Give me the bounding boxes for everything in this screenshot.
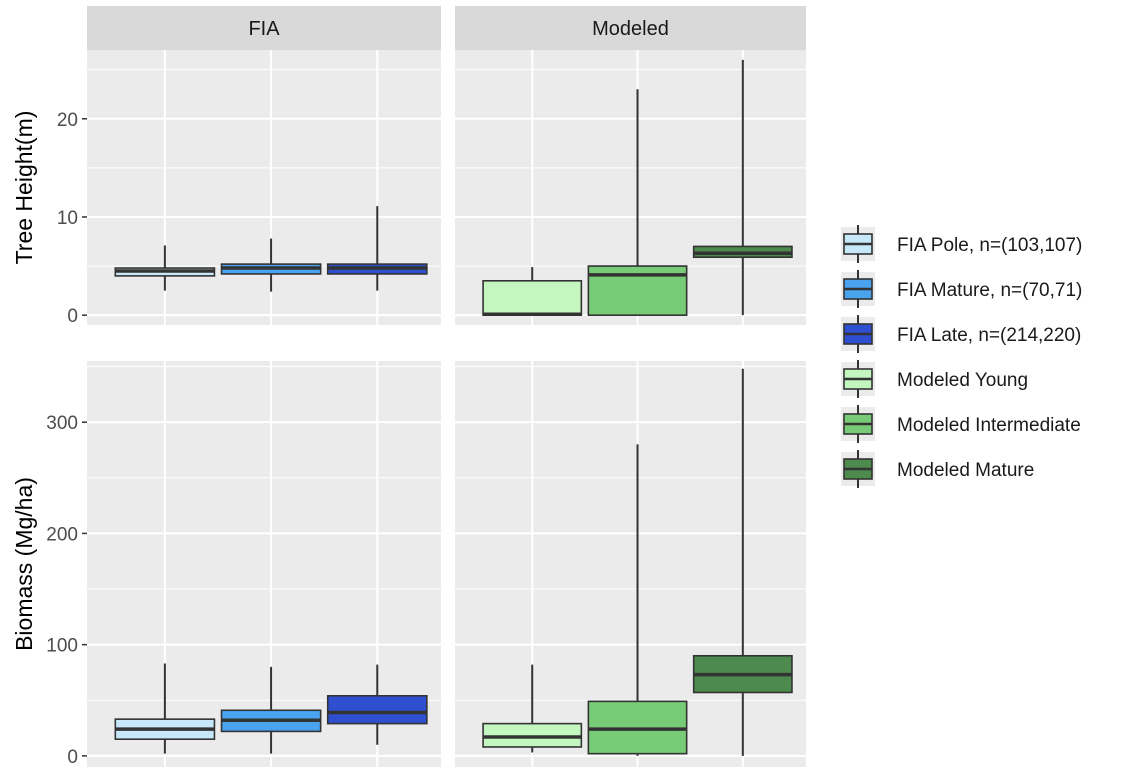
legend-background bbox=[837, 215, 1136, 491]
legend-item-mod_young: Modeled Young bbox=[841, 360, 1028, 398]
box-fia_late bbox=[326, 206, 428, 291]
box-mod_young bbox=[482, 664, 583, 753]
legend-label: Modeled Mature bbox=[897, 460, 1034, 481]
y-axes: 0 10 20 Tree Height(m) 0 100 200 300 Biomass (Mg… bbox=[11, 110, 87, 768]
box-fia_mature bbox=[220, 238, 322, 292]
legend-item-fia_mature: FIA Mature, n=(70,71) bbox=[841, 270, 1082, 308]
legend-label: FIA Mature, n=(70,71) bbox=[897, 280, 1082, 301]
legend-item-fia_pole: FIA Pole, n=(103,107) bbox=[841, 225, 1082, 263]
legend-item-mod_inter: Modeled Intermediate bbox=[841, 405, 1081, 443]
y-tick-label: 0 bbox=[67, 306, 78, 327]
legend-label: FIA Pole, n=(103,107) bbox=[897, 235, 1082, 256]
box-mod_young bbox=[482, 267, 583, 316]
y-axis-title: Biomass (Mg/ha) bbox=[11, 477, 37, 651]
y-tick-label: 300 bbox=[46, 413, 78, 434]
box-mod_inter bbox=[587, 89, 688, 316]
panel-0-0 bbox=[87, 50, 441, 325]
panel-1-1 bbox=[455, 361, 806, 767]
legend-label: Modeled Young bbox=[897, 370, 1028, 391]
panel-background bbox=[87, 50, 441, 325]
y-axis-title: Tree Height(m) bbox=[11, 111, 37, 265]
box-fia_pole bbox=[114, 663, 216, 754]
y-tick-label: 20 bbox=[57, 110, 78, 131]
box-fia_mature bbox=[220, 666, 322, 754]
y-tick-label: 10 bbox=[57, 208, 78, 229]
box-fia_pole bbox=[114, 245, 216, 291]
legend-label: FIA Late, n=(214,220) bbox=[897, 325, 1081, 346]
y-tick-label: 0 bbox=[67, 747, 78, 768]
facet-strips: FIA Modeled bbox=[87, 6, 806, 50]
facet-strip-label: Modeled bbox=[592, 18, 669, 40]
legend: FIA Pole, n=(103,107) FIA Mature, n=(70,7… bbox=[837, 215, 1136, 491]
box-mod_inter bbox=[587, 444, 688, 756]
box-fia_late bbox=[326, 664, 428, 745]
facet-strip-1 bbox=[455, 6, 806, 50]
panel-0-1 bbox=[455, 50, 806, 325]
y-tick-label: 200 bbox=[46, 524, 78, 545]
panel-background bbox=[455, 361, 806, 767]
legend-label: Modeled Intermediate bbox=[897, 415, 1081, 436]
legend-item-mod_mature: Modeled Mature bbox=[841, 450, 1034, 488]
legend-item-fia_late: FIA Late, n=(214,220) bbox=[841, 315, 1081, 353]
panel-1-0 bbox=[87, 361, 441, 767]
box-iqr bbox=[326, 695, 428, 725]
y-tick-label: 100 bbox=[46, 636, 78, 657]
box-iqr bbox=[482, 280, 583, 316]
panels-layer bbox=[87, 50, 806, 767]
box-mod_mature bbox=[692, 368, 793, 756]
facet-strip-0 bbox=[87, 6, 441, 50]
box-mod_mature bbox=[692, 59, 793, 316]
facet-strip-label: FIA bbox=[248, 18, 280, 40]
